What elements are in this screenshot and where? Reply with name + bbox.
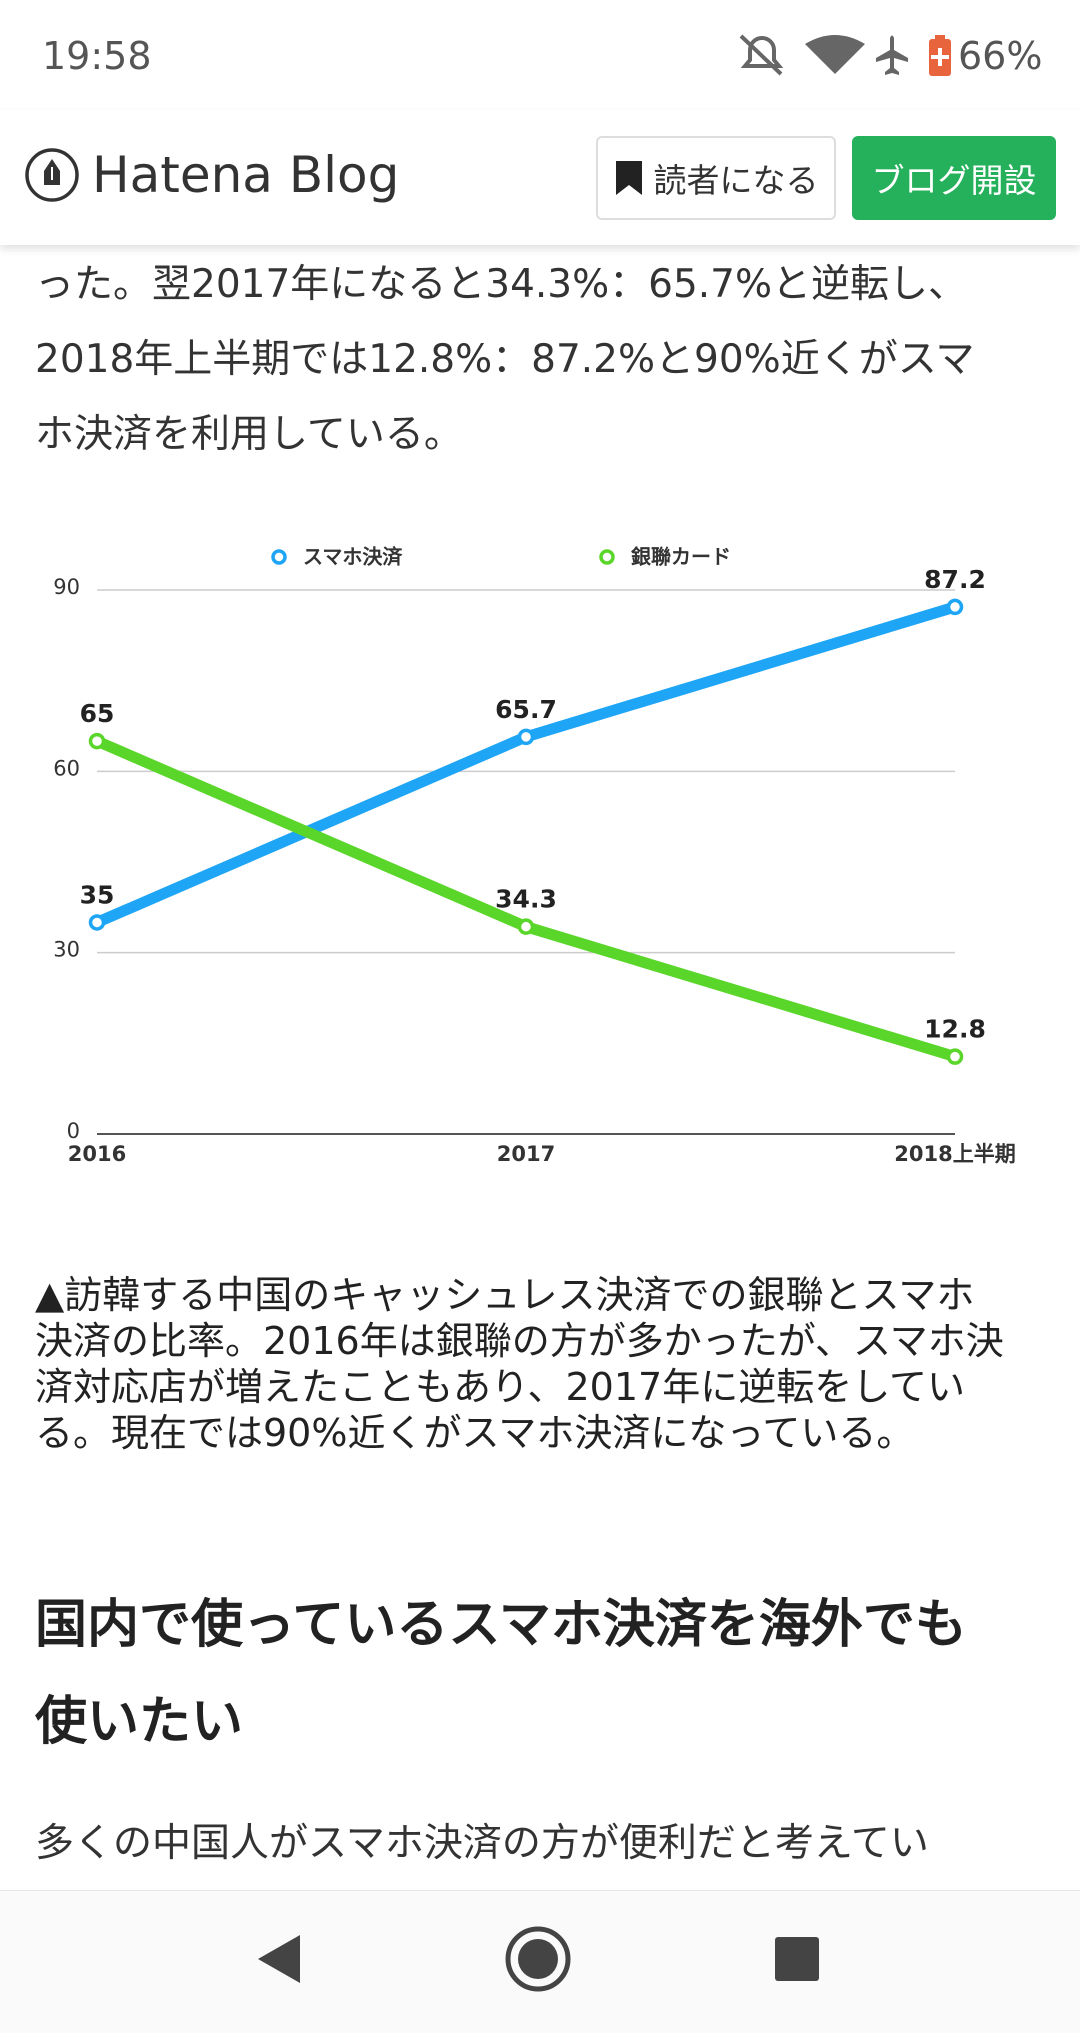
x-tick-label: 2016 [68, 1142, 126, 1166]
y-tick-label: 60 [53, 756, 80, 780]
header: Hatena Blog 読者になる ブログ開設 [0, 110, 1080, 245]
status-icons [739, 34, 908, 76]
data-label: 65.7 [495, 695, 557, 724]
logo[interactable]: Hatena Blog [92, 146, 400, 204]
point [517, 918, 535, 935]
series-line [91, 601, 961, 928]
nav-buttons [258, 1926, 819, 1992]
paragraph-line: 多くの中国人がスマホ決済の方が便利だと考えてい [35, 1821, 929, 1866]
data-label: 34.3 [495, 885, 557, 914]
data-label: 87.2 [924, 565, 986, 594]
clock: 19:58 [42, 34, 152, 78]
x-tick-label: 2018上半期 [894, 1142, 1015, 1166]
paragraph-line: った。翌2017年になると34.3%：65.7%と逆転し、 [35, 262, 968, 307]
data-label: 65 [80, 699, 115, 728]
point [946, 598, 964, 616]
legend-label: 銀聯カード [631, 545, 731, 569]
paragraph-line: 2018年上半期では12.8%：87.2%と90%近くがスマ [35, 337, 975, 382]
x-tick-label: 2017 [497, 1142, 555, 1166]
caption-line: 決済の比率。2016年は銀聯の方が多かったが、スマホ決 [35, 1319, 1004, 1363]
logo-icon[interactable] [24, 147, 80, 203]
legend-label: スマホ決済 [303, 545, 403, 569]
point [946, 1048, 964, 1065]
start-blog-button[interactable]: ブログ開設 [852, 136, 1056, 220]
subscribe-button[interactable]: 読者になる [596, 136, 836, 220]
data-label: 12.8 [924, 1015, 986, 1044]
heading-line: 使いたい [35, 1692, 244, 1752]
recents-button[interactable] [775, 1937, 819, 1981]
nav-bar [0, 1890, 1080, 2033]
point [88, 914, 106, 931]
point [88, 732, 106, 750]
status-bar: 19:58 66% [0, 0, 1080, 110]
caption-line: 済対応店が増えたこともあり、2017年に逆転をしてい [35, 1365, 966, 1409]
legend-marker [271, 549, 287, 565]
point [517, 728, 535, 746]
battery-icon [929, 35, 951, 76]
battery-level: 66% [958, 34, 1043, 78]
caption-line: る。現在では90%近くがスマホ決済になっている。 [35, 1411, 915, 1455]
y-tick-label: 30 [53, 938, 80, 962]
home-button[interactable] [505, 1926, 571, 1992]
chart: 0 30 60 90 2016 2017 2018上半期 35 65.7 87.2 65 34.3 12… [53, 545, 1015, 1167]
caption-line: ▲訪韓する中国のキャッシュレス決済での銀聯とスマホ [35, 1273, 975, 1317]
y-tick-label: 0 [67, 1119, 80, 1143]
button-label: 読者になる [653, 161, 819, 200]
heading-line: 国内で使っているスマホ決済を海外でも [35, 1595, 967, 1655]
bookmark-icon [615, 161, 642, 195]
back-button[interactable] [258, 1935, 300, 1983]
legend-marker [599, 549, 615, 565]
y-tick-label: 90 [53, 575, 80, 599]
data-label: 35 [80, 880, 115, 909]
paragraph-line: ホ決済を利用している。 [35, 412, 463, 457]
